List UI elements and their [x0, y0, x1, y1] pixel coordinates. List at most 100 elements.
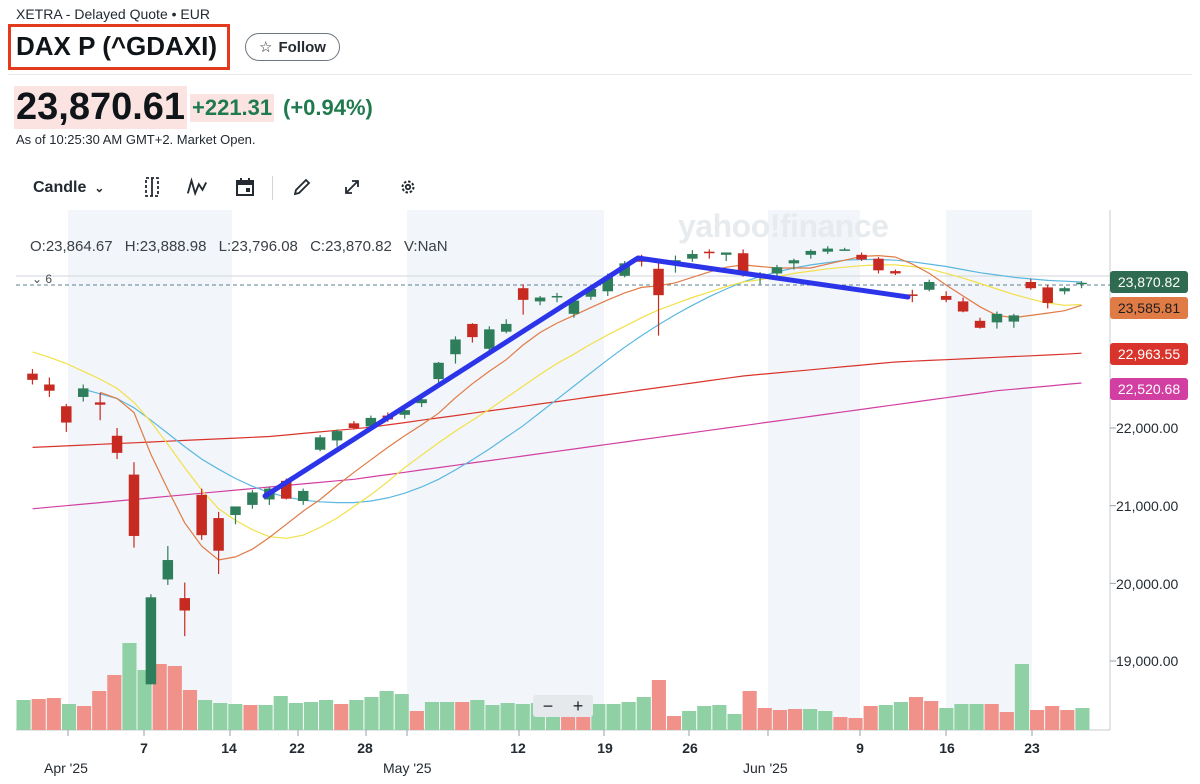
- last-price-badge: 23,870.82: [1110, 271, 1188, 293]
- candle-body: [534, 297, 546, 302]
- candle-body: [704, 251, 715, 254]
- volume-bar: [319, 700, 334, 730]
- candle-body: [907, 294, 918, 296]
- volume-bar: [924, 701, 939, 730]
- candle-body: [128, 474, 140, 536]
- volume-bar: [772, 710, 787, 730]
- x-tick-label: 9: [856, 740, 864, 756]
- candle-body: [433, 362, 444, 380]
- volume-bar: [288, 703, 303, 730]
- volume-bar: [787, 709, 803, 730]
- x-tick-label: 23: [1024, 740, 1040, 756]
- follow-button[interactable]: ☆ Follow: [245, 33, 340, 61]
- volume-bar: [46, 698, 61, 730]
- candle-body: [873, 258, 884, 271]
- x-tick-label: 12: [510, 740, 526, 756]
- volume-bar: [621, 702, 636, 730]
- volume-bar: [16, 700, 31, 730]
- volume-bar: [1045, 706, 1060, 730]
- draw-icon[interactable]: [291, 176, 313, 198]
- volume-bar: [803, 709, 818, 730]
- indicators-icon[interactable]: [186, 176, 208, 198]
- watermark: yahoo!finance: [678, 208, 889, 244]
- volume-bar: [954, 704, 969, 730]
- ma-line-yellow: [32, 264, 1082, 539]
- volume-bar: [1075, 708, 1090, 730]
- candle-body: [822, 248, 833, 252]
- volume-bar: [999, 712, 1014, 730]
- chart-type-label: Candle: [33, 179, 87, 196]
- y-tick-label: 19,000.00: [1116, 653, 1179, 669]
- candle-body: [839, 249, 850, 251]
- volume-bar: [757, 708, 772, 730]
- volume-bar: [591, 704, 606, 730]
- candle-body: [61, 406, 72, 423]
- candle-body: [974, 320, 986, 328]
- price-change-percent: (+0.94%): [283, 95, 373, 120]
- candle-body: [1076, 282, 1087, 285]
- volume-bar: [500, 703, 515, 730]
- volume-bar: [1029, 710, 1045, 730]
- volume-bar: [1014, 664, 1029, 730]
- candle-body: [44, 384, 55, 391]
- candle-body: [957, 301, 969, 312]
- candle-body: [805, 250, 817, 255]
- volume-bar: [61, 704, 77, 730]
- candle-body: [602, 277, 614, 292]
- chevron-down-icon: ⌄: [32, 272, 46, 286]
- candle-body: [213, 518, 224, 551]
- expand-icon[interactable]: [341, 176, 363, 198]
- candle-body: [720, 252, 732, 255]
- indicator-collapse[interactable]: ⌄ 6: [32, 272, 52, 286]
- settings-icon[interactable]: [397, 176, 419, 198]
- date-range-icon[interactable]: [141, 176, 163, 198]
- star-icon: ☆: [259, 39, 273, 56]
- ma-line-red: [32, 352, 1082, 448]
- volume-bar: [167, 666, 182, 730]
- volume-bar: [682, 711, 697, 730]
- zoom-out-button[interactable]: −: [542, 695, 554, 716]
- y-tick-label: 21,000.00: [1116, 498, 1179, 514]
- volume-bar: [893, 702, 908, 730]
- chevron-down-icon: ⌄: [94, 181, 105, 195]
- candle-body: [230, 506, 241, 515]
- candle-body: [856, 254, 867, 260]
- volume-bar: [182, 690, 198, 730]
- title-highlight-box: [8, 24, 230, 70]
- candle-body: [1025, 281, 1037, 289]
- volume-bar: [303, 702, 319, 730]
- candle-body: [450, 339, 461, 355]
- volume-bar: [651, 680, 666, 730]
- volume-bar: [833, 717, 848, 730]
- calendar-icon[interactable]: [234, 176, 256, 198]
- candle-body: [517, 288, 529, 300]
- volume-bar: [409, 711, 424, 730]
- candle-body: [111, 435, 123, 453]
- volume-value: V:NaN: [403, 238, 448, 255]
- x-tick-label: 26: [682, 740, 698, 756]
- volume-bar: [379, 691, 394, 730]
- volume-bar: [636, 697, 651, 730]
- volume-bar: [364, 697, 379, 730]
- ma-line-orange: [99, 254, 1082, 561]
- quote-timestamp: As of 10:25:30 AM GMT+2. Market Open.: [16, 132, 256, 147]
- x-tick-label: 14: [221, 740, 237, 756]
- zoom-control: − +: [533, 695, 593, 717]
- y-tick-label: 20,000.00: [1116, 576, 1179, 592]
- volume-bar: [228, 704, 243, 730]
- toolbar-separator: [272, 176, 273, 200]
- candle-body: [585, 288, 597, 297]
- volume-bar: [334, 704, 349, 730]
- volume-bar: [470, 700, 485, 730]
- candle-body: [77, 388, 89, 397]
- chart-type-dropdown[interactable]: Candle ⌄: [33, 179, 104, 197]
- volume-bar: [485, 705, 500, 730]
- zoom-in-button[interactable]: +: [572, 695, 584, 716]
- candle-body: [940, 295, 952, 300]
- volume-bar: [152, 664, 167, 730]
- volume-bar: [31, 699, 46, 730]
- candle-body: [500, 323, 512, 332]
- volume-bar: [137, 670, 152, 730]
- candle-body: [1059, 288, 1070, 292]
